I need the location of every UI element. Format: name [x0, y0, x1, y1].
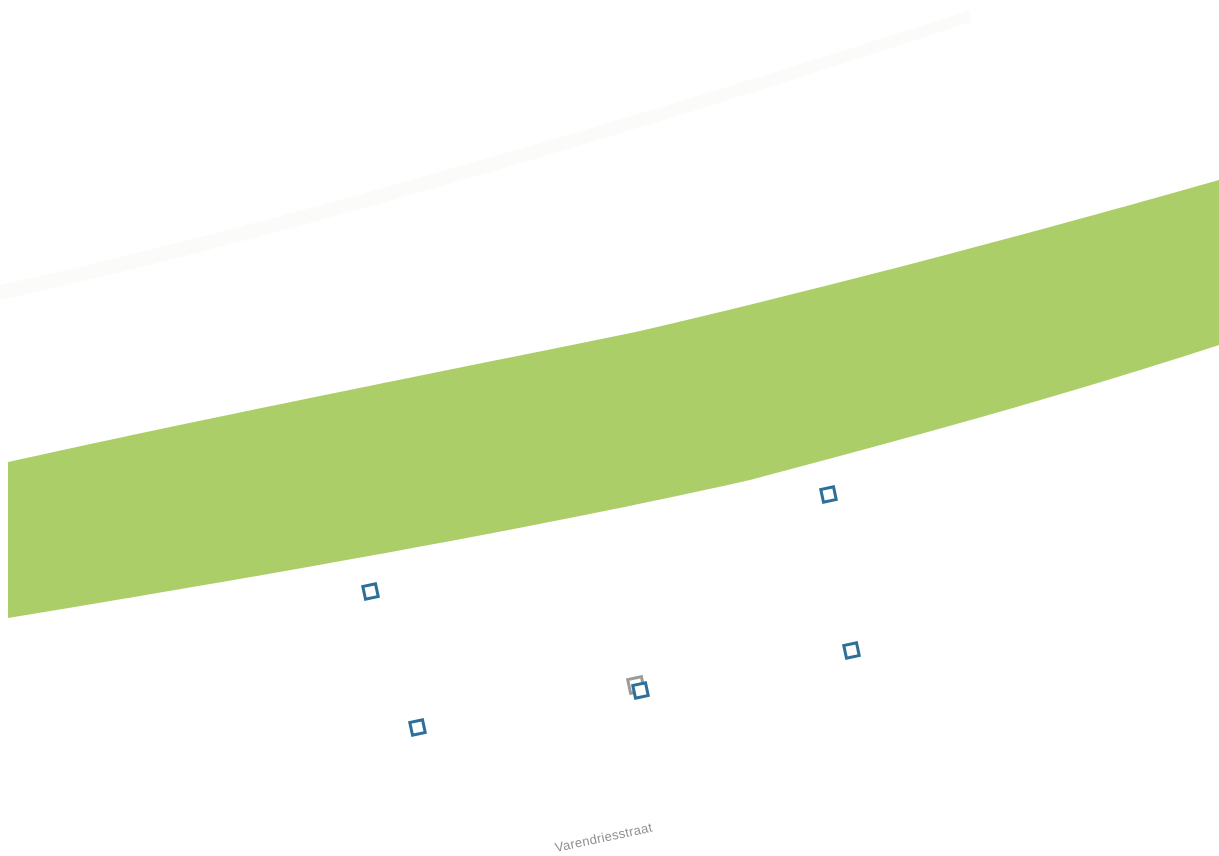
faint-road-band — [0, 10, 970, 300]
green-area[interactable] — [8, 180, 1219, 618]
vertex-handle[interactable] — [631, 681, 650, 700]
vertex-handles — [361, 485, 861, 737]
vertex-handle[interactable] — [408, 718, 427, 737]
vertex-handle[interactable] — [361, 582, 380, 601]
vertex-handle[interactable] — [842, 641, 861, 660]
vertex-handle[interactable] — [819, 485, 838, 504]
